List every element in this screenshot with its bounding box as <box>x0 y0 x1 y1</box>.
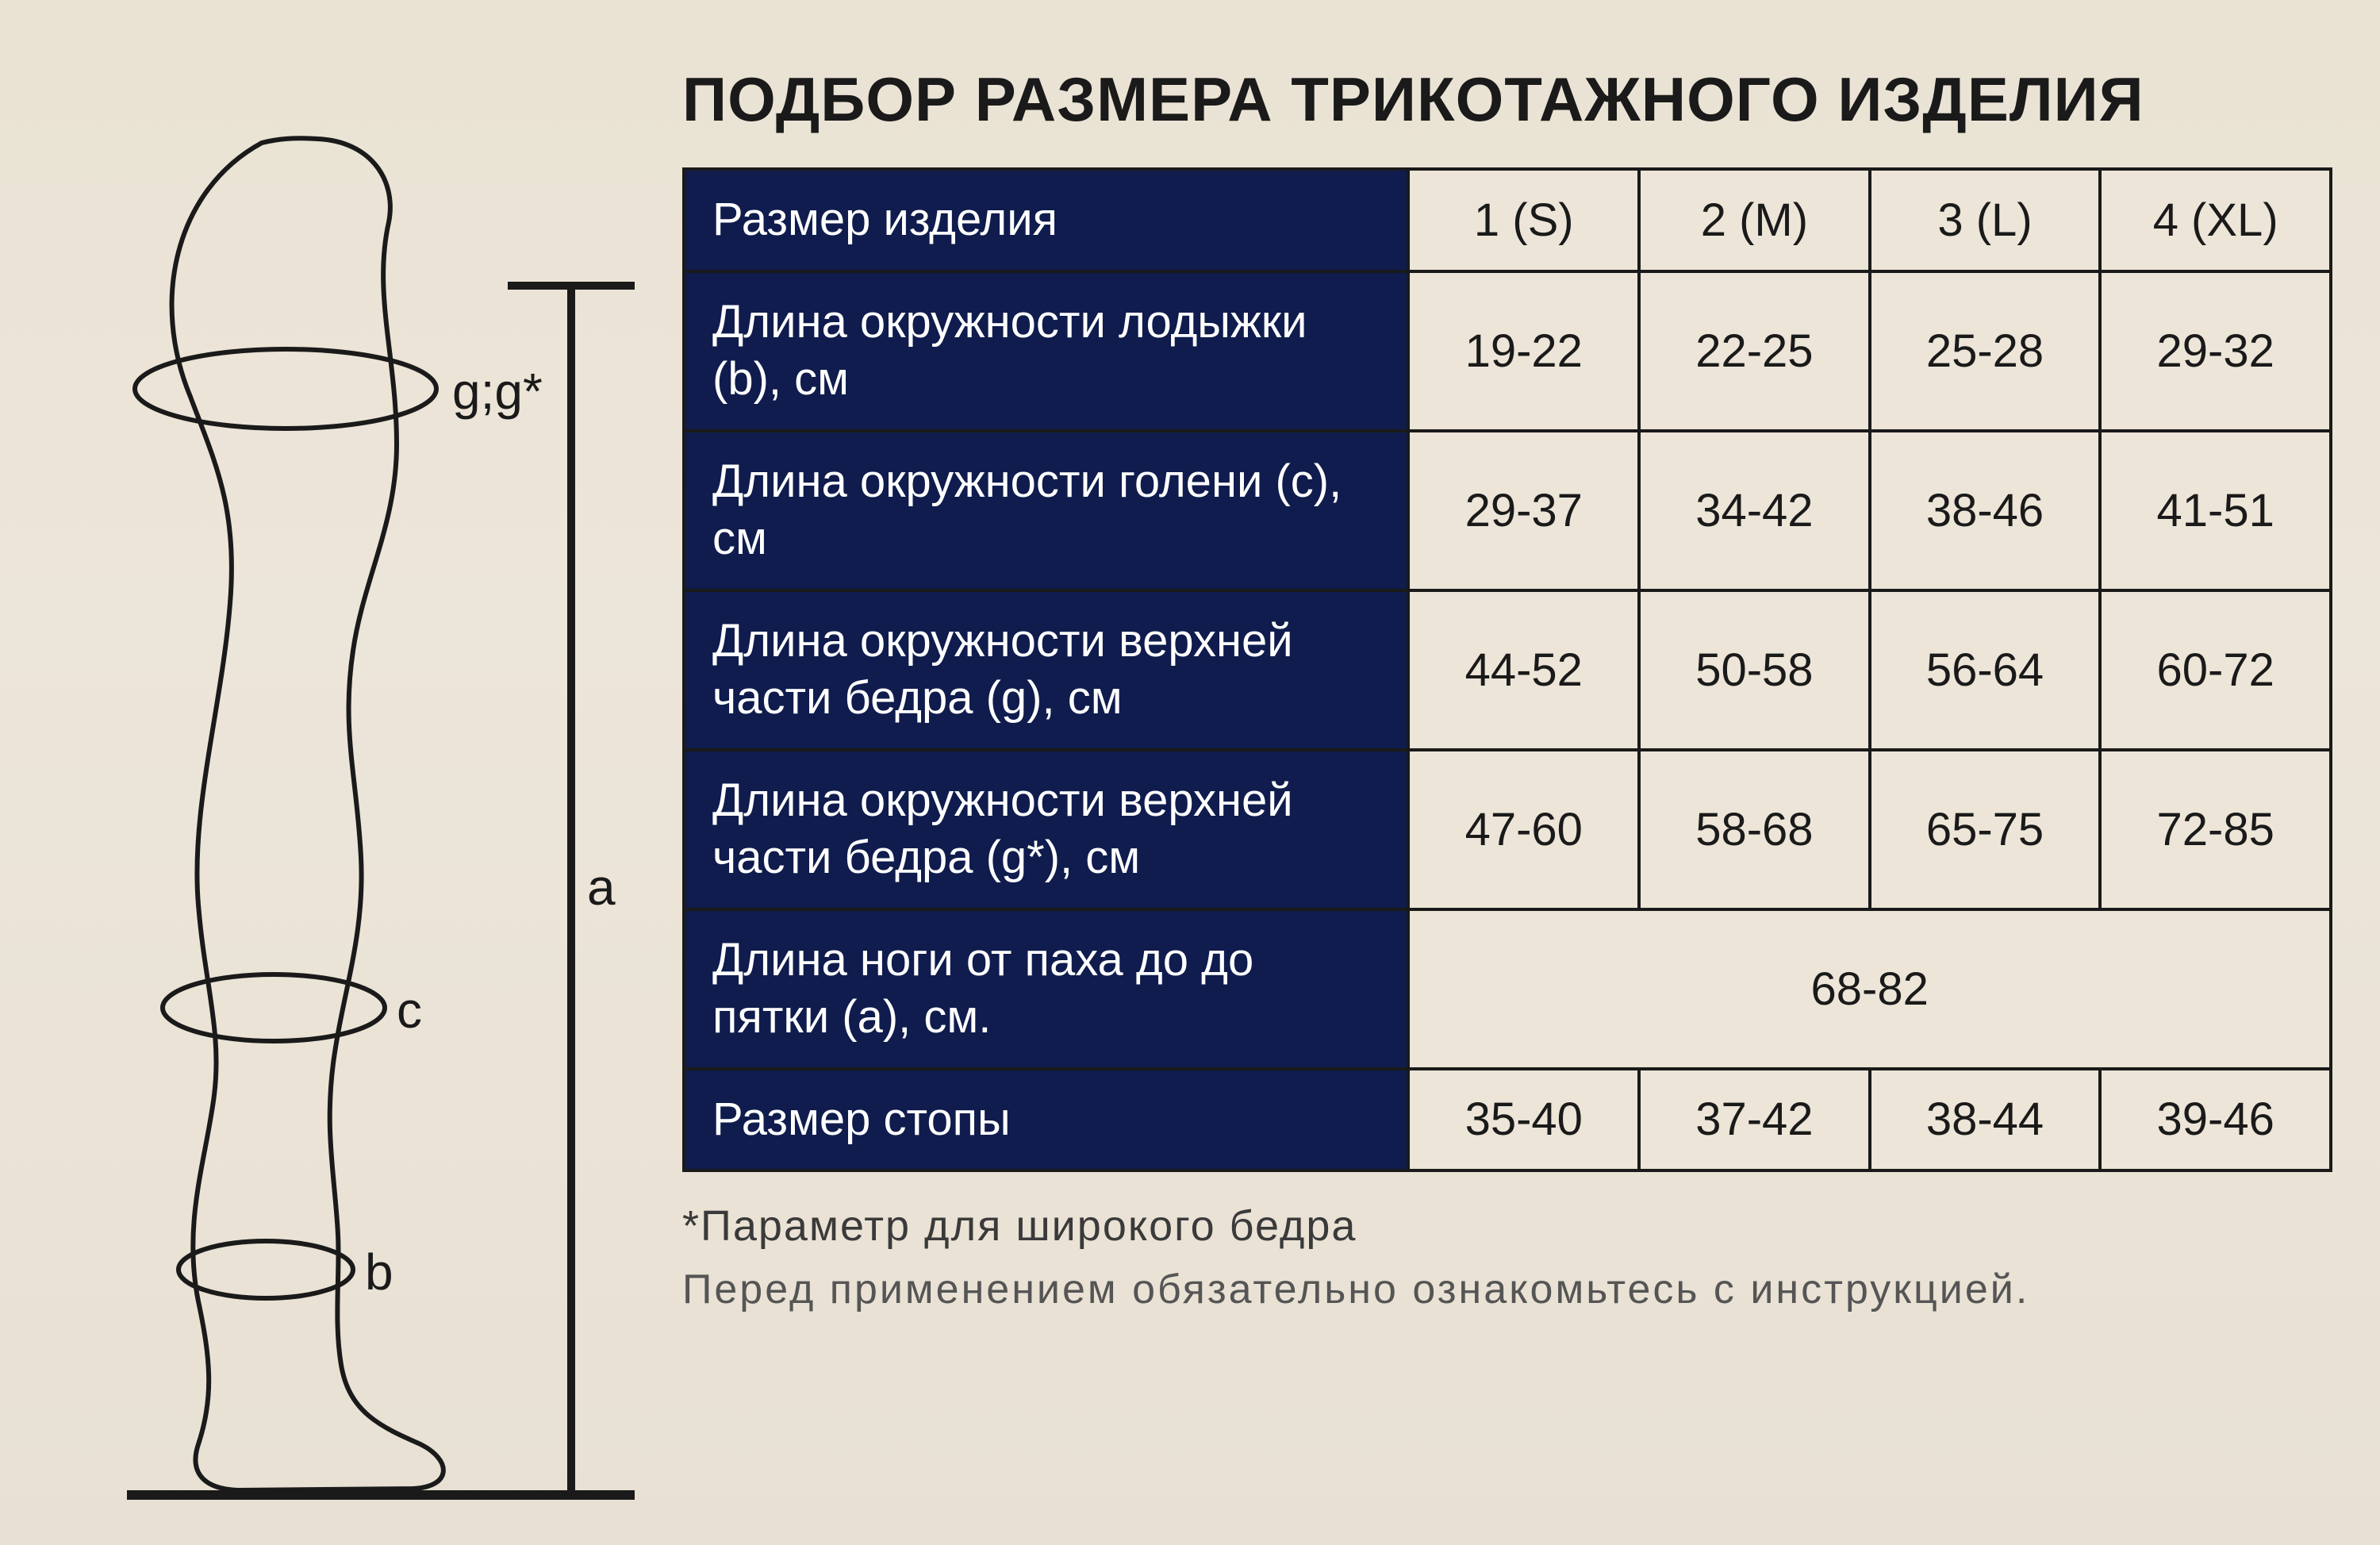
value-cell: 37-42 <box>1639 1069 1870 1171</box>
table-row: Длина окружности верхней части бедра (g*… <box>684 750 2331 909</box>
footnote-line1: *Параметр для широкого бедра <box>682 1194 2332 1259</box>
value-cell: 44-52 <box>1408 590 1639 750</box>
table-row: Длина окружности голени (с), см 29-37 34… <box>684 431 2331 590</box>
table-row: Размер стопы 35-40 37-42 38-44 39-46 <box>684 1069 2331 1171</box>
table-row: Длина окружности верхней части бедра (g)… <box>684 590 2331 750</box>
header-label-cell: Размер изделия <box>684 169 1408 271</box>
size-table: Размер изделия 1 (S) 2 (M) 3 (L) 4 (XL) … <box>682 167 2332 1172</box>
value-cell: 34-42 <box>1639 431 1870 590</box>
page-title: ПОДБОР РАЗМЕРА ТРИКОТАЖНОГО ИЗДЕЛИЯ <box>682 63 2332 136</box>
value-cell: 39-46 <box>2100 1069 2331 1171</box>
value-cell: 22-25 <box>1639 271 1870 431</box>
value-cell: 60-72 <box>2100 590 2331 750</box>
value-cell: 50-58 <box>1639 590 1870 750</box>
row-label-cell: Длина окружности верхней части бедра (g*… <box>684 750 1408 909</box>
value-cell: 47-60 <box>1408 750 1639 909</box>
content-column: ПОДБОР РАЗМЕРА ТРИКОТАЖНОГО ИЗДЕЛИЯ Разм… <box>651 63 2332 1513</box>
value-cell: 58-68 <box>1639 750 1870 909</box>
footnote: *Параметр для широкого бедра Перед приме… <box>682 1194 2332 1320</box>
row-label-cell: Длина окружности верхней части бедра (g)… <box>684 590 1408 750</box>
row-label-cell: Размер стопы <box>684 1069 1408 1171</box>
size-col-header: 4 (XL) <box>2100 169 2331 271</box>
value-cell: 35-40 <box>1408 1069 1639 1171</box>
merged-value-cell: 68-82 <box>1408 909 2331 1069</box>
value-cell: 56-64 <box>1870 590 2101 750</box>
value-cell: 19-22 <box>1408 271 1639 431</box>
diagram-label-b: b <box>365 1243 393 1301</box>
diagram-label-g: g;g* <box>452 363 543 420</box>
ring-b <box>178 1241 353 1298</box>
leg-diagram-column: g;g* c b а <box>48 63 651 1513</box>
value-cell: 25-28 <box>1870 271 2101 431</box>
table-row: Длина ноги от паха до до пятки (а), см. … <box>684 909 2331 1069</box>
size-col-header: 1 (S) <box>1408 169 1639 271</box>
row-label-cell: Длина ноги от паха до до пятки (а), см. <box>684 909 1408 1069</box>
value-cell: 65-75 <box>1870 750 2101 909</box>
value-cell: 38-46 <box>1870 431 2101 590</box>
row-label-cell: Длина окружности лодыжки (b), см <box>684 271 1408 431</box>
value-cell: 29-32 <box>2100 271 2331 431</box>
value-cell: 38-44 <box>1870 1069 2101 1171</box>
row-label-cell: Длина окружности голени (с), см <box>684 431 1408 590</box>
value-cell: 72-85 <box>2100 750 2331 909</box>
ring-c <box>163 974 385 1041</box>
table-row: Длина окружности лодыжки (b), см 19-22 2… <box>684 271 2331 431</box>
leg-outline <box>172 138 443 1490</box>
diagram-label-c: c <box>397 982 422 1039</box>
table-header-row: Размер изделия 1 (S) 2 (M) 3 (L) 4 (XL) <box>684 169 2331 271</box>
leg-diagram: g;g* c b а <box>79 95 635 1524</box>
value-cell: 29-37 <box>1408 431 1639 590</box>
footnote-line2: Перед применением обязательно ознакомьте… <box>682 1259 2332 1320</box>
size-col-header: 2 (M) <box>1639 169 1870 271</box>
size-col-header: 3 (L) <box>1870 169 2101 271</box>
page: g;g* c b а ПОДБОР РАЗМЕРА ТРИКОТАЖНОГО И… <box>0 0 2380 1545</box>
diagram-label-a: а <box>587 859 616 916</box>
ring-g <box>135 349 436 429</box>
value-cell: 41-51 <box>2100 431 2331 590</box>
